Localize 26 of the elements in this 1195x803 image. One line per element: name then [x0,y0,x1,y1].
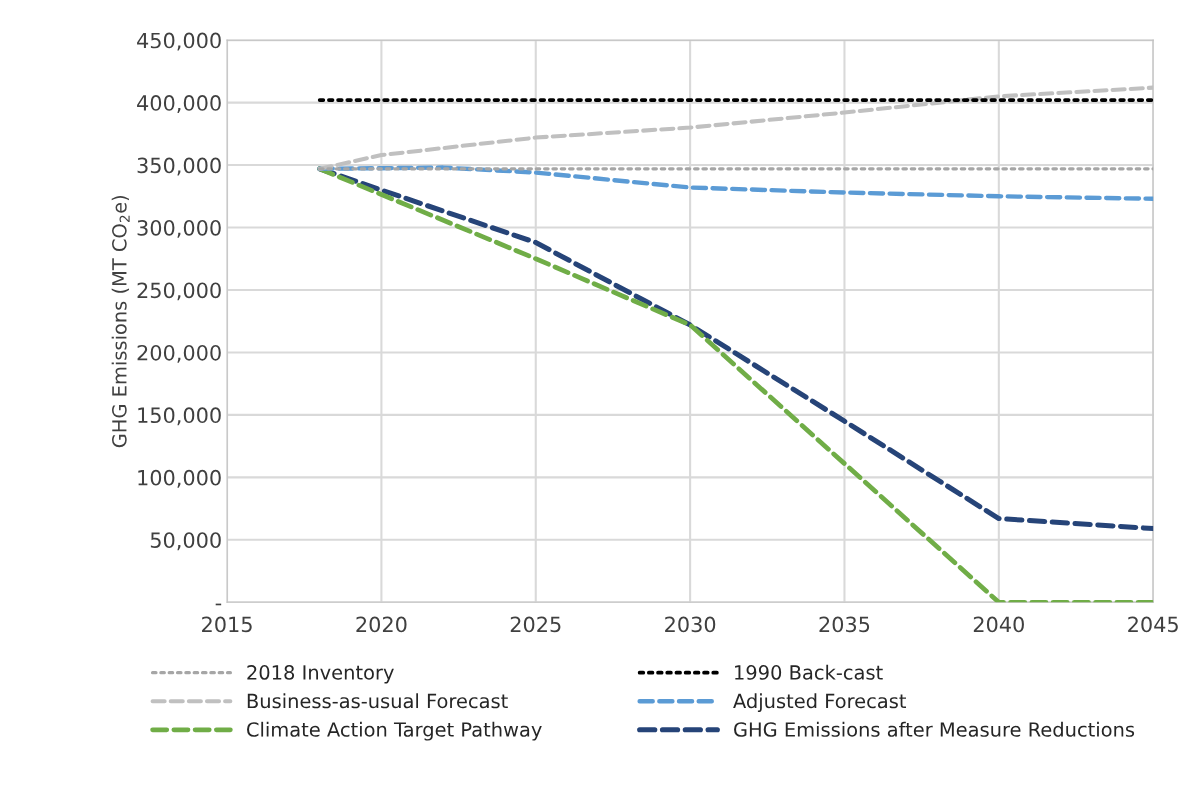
y-tick-label: 150,000 [138,407,221,426]
x-tick-label: 2045 [1128,616,1178,633]
y-tick-label: 300,000 [137,219,221,238]
line-series [317,166,1154,603]
y-tick-label: 450,000 [137,32,221,51]
y-tick-label: 350,000 [137,157,221,176]
legend-label: GHG Emissions after Measure Reductions [734,721,1135,737]
legend-label: 1990 Back-cast [735,664,883,680]
legend-label: Adjusted Forecast [733,693,907,713]
x-tick-label: 2035 [819,616,870,633]
y-tick-label: 50,000 [150,532,221,551]
y-tick-label: 250,000 [137,282,221,301]
x-tick-label: 2040 [973,616,1024,633]
y-tick-label: 400,000 [137,95,221,113]
x-tick-label: 2025 [510,616,561,633]
y-tick-label: - [215,603,222,606]
y-tick-label: 200,000 [137,344,221,363]
x-tick-label: 2015 [202,616,252,633]
y-tick-label: 100,000 [138,469,221,488]
x-tick-label: 2020 [356,616,407,633]
y-axis-title: GHG Emissions (MT CO$_{2}$e) [111,195,130,448]
legend-label: Business-as-usual Forecast [247,693,508,709]
line-series [317,85,1154,171]
legend-label: Climate Action Target Pathway [247,721,542,741]
x-tick-label: 2030 [665,616,716,633]
legend-label: 2018 Inventory [247,665,394,684]
